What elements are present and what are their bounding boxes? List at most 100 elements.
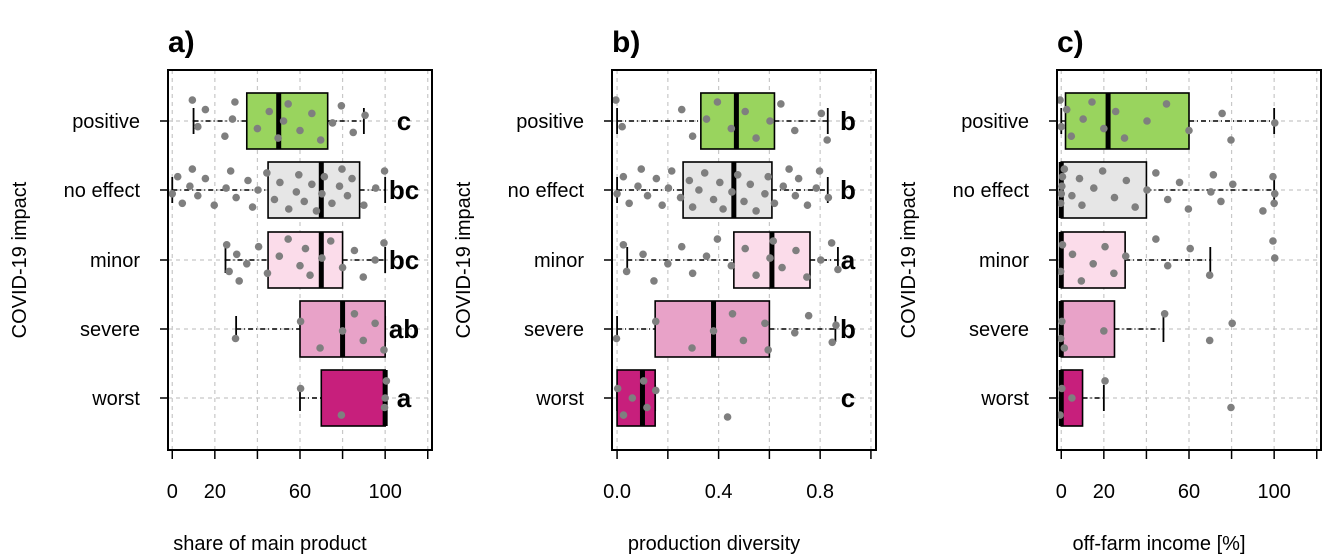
data-point <box>1077 277 1086 285</box>
data-point <box>803 273 811 281</box>
data-point <box>244 176 252 185</box>
data-point <box>740 197 748 206</box>
data-point <box>232 193 240 202</box>
y-tick-label: no effect <box>508 180 585 202</box>
data-point <box>308 180 316 189</box>
data-point <box>688 203 697 211</box>
box-worst <box>1056 369 1235 427</box>
data-point <box>622 267 631 276</box>
y-axis-label: COVID-19 impact <box>453 181 475 338</box>
box-positive: c <box>188 92 411 150</box>
significance-letter: bc <box>389 175 419 205</box>
y-axis-label: COVID-19 impact <box>9 181 31 338</box>
data-point <box>254 242 263 251</box>
box-no-effect <box>1056 161 1279 219</box>
data-point <box>619 172 628 181</box>
data-point <box>1269 237 1277 245</box>
data-point <box>643 403 651 412</box>
data-point <box>634 182 642 190</box>
data-point <box>274 134 282 142</box>
significance-letter: b <box>840 106 856 136</box>
box-no-effect: bc <box>168 161 419 219</box>
data-point <box>350 310 359 318</box>
box-minor: a <box>619 231 856 289</box>
data-point <box>201 174 210 183</box>
significance-letter: b <box>840 314 856 344</box>
data-point <box>741 244 749 253</box>
data-point <box>1131 203 1139 211</box>
data-point <box>792 246 800 255</box>
data-point <box>295 171 303 179</box>
data-point <box>361 111 369 120</box>
data-point <box>613 190 621 198</box>
data-point <box>276 178 284 187</box>
data-point <box>296 261 304 270</box>
panel-label: b) <box>612 26 640 59</box>
data-point <box>677 105 686 114</box>
y-axis-label: COVID-19 impact <box>898 181 920 338</box>
data-point <box>790 126 799 135</box>
data-point <box>1163 261 1172 270</box>
data-point <box>1060 344 1069 352</box>
box-positive: b <box>612 92 856 150</box>
significance-letter: c <box>397 106 411 136</box>
data-point <box>348 174 356 183</box>
data-point <box>777 100 785 108</box>
data-point <box>343 191 352 200</box>
data-point <box>1143 117 1151 125</box>
data-point <box>739 336 748 345</box>
x-tick-label: 0.8 <box>806 481 834 503</box>
data-point <box>695 186 703 194</box>
box <box>1060 300 1116 358</box>
data-point <box>700 169 709 177</box>
data-point <box>785 165 793 173</box>
box <box>320 369 386 427</box>
data-point <box>300 197 309 206</box>
data-point <box>651 317 660 326</box>
data-point <box>1056 96 1064 104</box>
data-point <box>186 182 194 190</box>
data-point <box>728 188 736 196</box>
data-point <box>639 377 648 385</box>
data-point <box>612 334 621 343</box>
data-point <box>222 241 231 249</box>
data-point <box>728 310 737 318</box>
data-point <box>1068 191 1076 200</box>
data-point <box>1120 134 1129 142</box>
data-point <box>1056 334 1065 343</box>
data-point <box>312 207 321 215</box>
data-point <box>817 109 826 118</box>
data-point <box>316 136 325 144</box>
data-point <box>803 201 812 209</box>
data-point <box>194 191 202 200</box>
data-point <box>359 336 368 345</box>
data-point <box>371 319 379 328</box>
data-point <box>1259 207 1267 215</box>
data-point <box>263 169 271 177</box>
box-severe <box>1056 300 1236 358</box>
data-point <box>651 386 660 395</box>
data-point <box>1205 271 1214 280</box>
box-positive <box>1056 92 1279 150</box>
data-point <box>306 271 314 280</box>
data-point <box>719 205 727 213</box>
data-point <box>1058 182 1066 190</box>
y-tick-label: severe <box>524 319 584 341</box>
box-minor: bc <box>222 231 419 289</box>
data-point <box>770 199 779 208</box>
data-point <box>326 237 335 245</box>
data-point <box>709 327 718 335</box>
plot-frame <box>611 69 877 451</box>
data-point <box>1186 244 1194 253</box>
significance-letter: ab <box>389 314 419 344</box>
data-point <box>612 96 620 104</box>
data-point <box>1111 107 1120 116</box>
data-point <box>275 252 284 260</box>
data-point <box>727 261 736 270</box>
data-point <box>1185 126 1193 135</box>
panel-a: a) c positive bc no effect bc minor ab severe a wo… <box>9 26 433 555</box>
data-point <box>296 384 305 393</box>
data-point <box>676 193 685 202</box>
data-point <box>709 195 718 204</box>
